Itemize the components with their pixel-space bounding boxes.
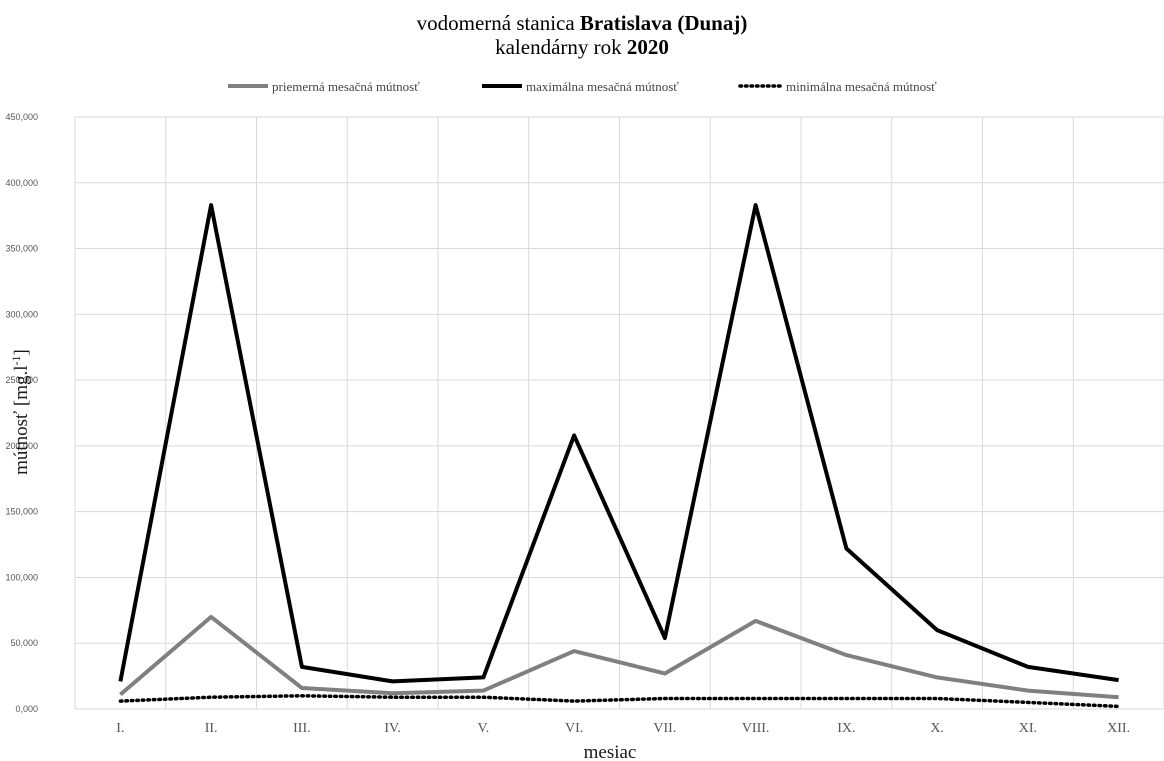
x-axis-title: mesiac	[584, 742, 637, 761]
y-tick-label: 200,000	[5, 441, 38, 451]
series-line-maximum	[118, 203, 1119, 684]
y-tick-label: 50,000	[10, 638, 38, 648]
y-tick-label: 300,000	[5, 309, 38, 319]
chart-title-line-2: kalendárny rok 2020	[495, 35, 669, 59]
legend-label-minimum: minimálna mesačná mútnosť	[786, 79, 937, 94]
y-tick-label: 150,000	[5, 507, 38, 517]
chart-title-line-2-prefix: kalendárny rok	[495, 35, 622, 59]
vertical-gridlines	[74, 117, 1164, 709]
chart-title-line-2-bold: 2020	[627, 35, 669, 59]
x-tick-label: XI.	[1019, 721, 1037, 736]
x-tick-label: V.	[477, 721, 489, 736]
legend-item-average: priemerná mesačná mútnosť	[228, 79, 420, 94]
x-tick-label: XII.	[1107, 721, 1130, 736]
chart-title-line-1-bold: Bratislava (Dunaj)	[580, 11, 747, 35]
x-tick-label: VII.	[653, 721, 676, 736]
y-tick-labels: 0,000 50,000 100,000 150,000 200,000 250,000 3…	[5, 112, 38, 714]
x-tick-label: VIII.	[742, 721, 770, 736]
x-tick-label: X.	[930, 721, 944, 736]
legend-item-maximum: maximálna mesačná mútnosť	[482, 79, 679, 94]
y-tick-label: 350,000	[5, 244, 38, 254]
chart-title-line-1: vodomerná stanica Bratislava (Dunaj)	[417, 11, 748, 35]
legend-label-average: priemerná mesačná mútnosť	[272, 79, 420, 94]
x-tick-label: VI.	[565, 721, 583, 736]
y-tick-label: 400,000	[5, 178, 38, 188]
y-axis-title: mútnosť [mg.l-1]	[9, 349, 32, 475]
x-tick-label: II.	[205, 721, 218, 736]
x-tick-label: IV.	[384, 721, 400, 736]
y-axis-title-main: mútnosť [mg.l	[11, 365, 32, 474]
y-axis-title-superscript: -1	[9, 355, 23, 365]
y-axis-title-end: ]	[11, 349, 32, 355]
y-tick-label: 0,000	[15, 704, 38, 714]
legend: priemerná mesačná mútnosť maximálna mesa…	[228, 79, 937, 94]
y-tick-label: 450,000	[5, 112, 38, 122]
x-tick-label: IX.	[837, 721, 855, 736]
series-line-minimum	[118, 694, 1121, 709]
series-lines	[118, 203, 1121, 709]
legend-item-minimum: minimálna mesačná mútnosť	[738, 79, 937, 94]
x-tick-label: III.	[293, 721, 311, 736]
y-tick-label: 100,000	[5, 572, 38, 582]
x-tick-label: I.	[116, 721, 124, 736]
x-tick-labels: I. II. III. IV. V. VI. VII. VIII. IX. X. XI. XII.	[116, 721, 1130, 736]
chart-title-line-1-prefix: vodomerná stanica	[417, 11, 576, 35]
series-line-average	[119, 614, 1119, 700]
y-tick-label: 250,000	[5, 375, 38, 385]
legend-label-maximum: maximálna mesačná mútnosť	[526, 79, 679, 94]
